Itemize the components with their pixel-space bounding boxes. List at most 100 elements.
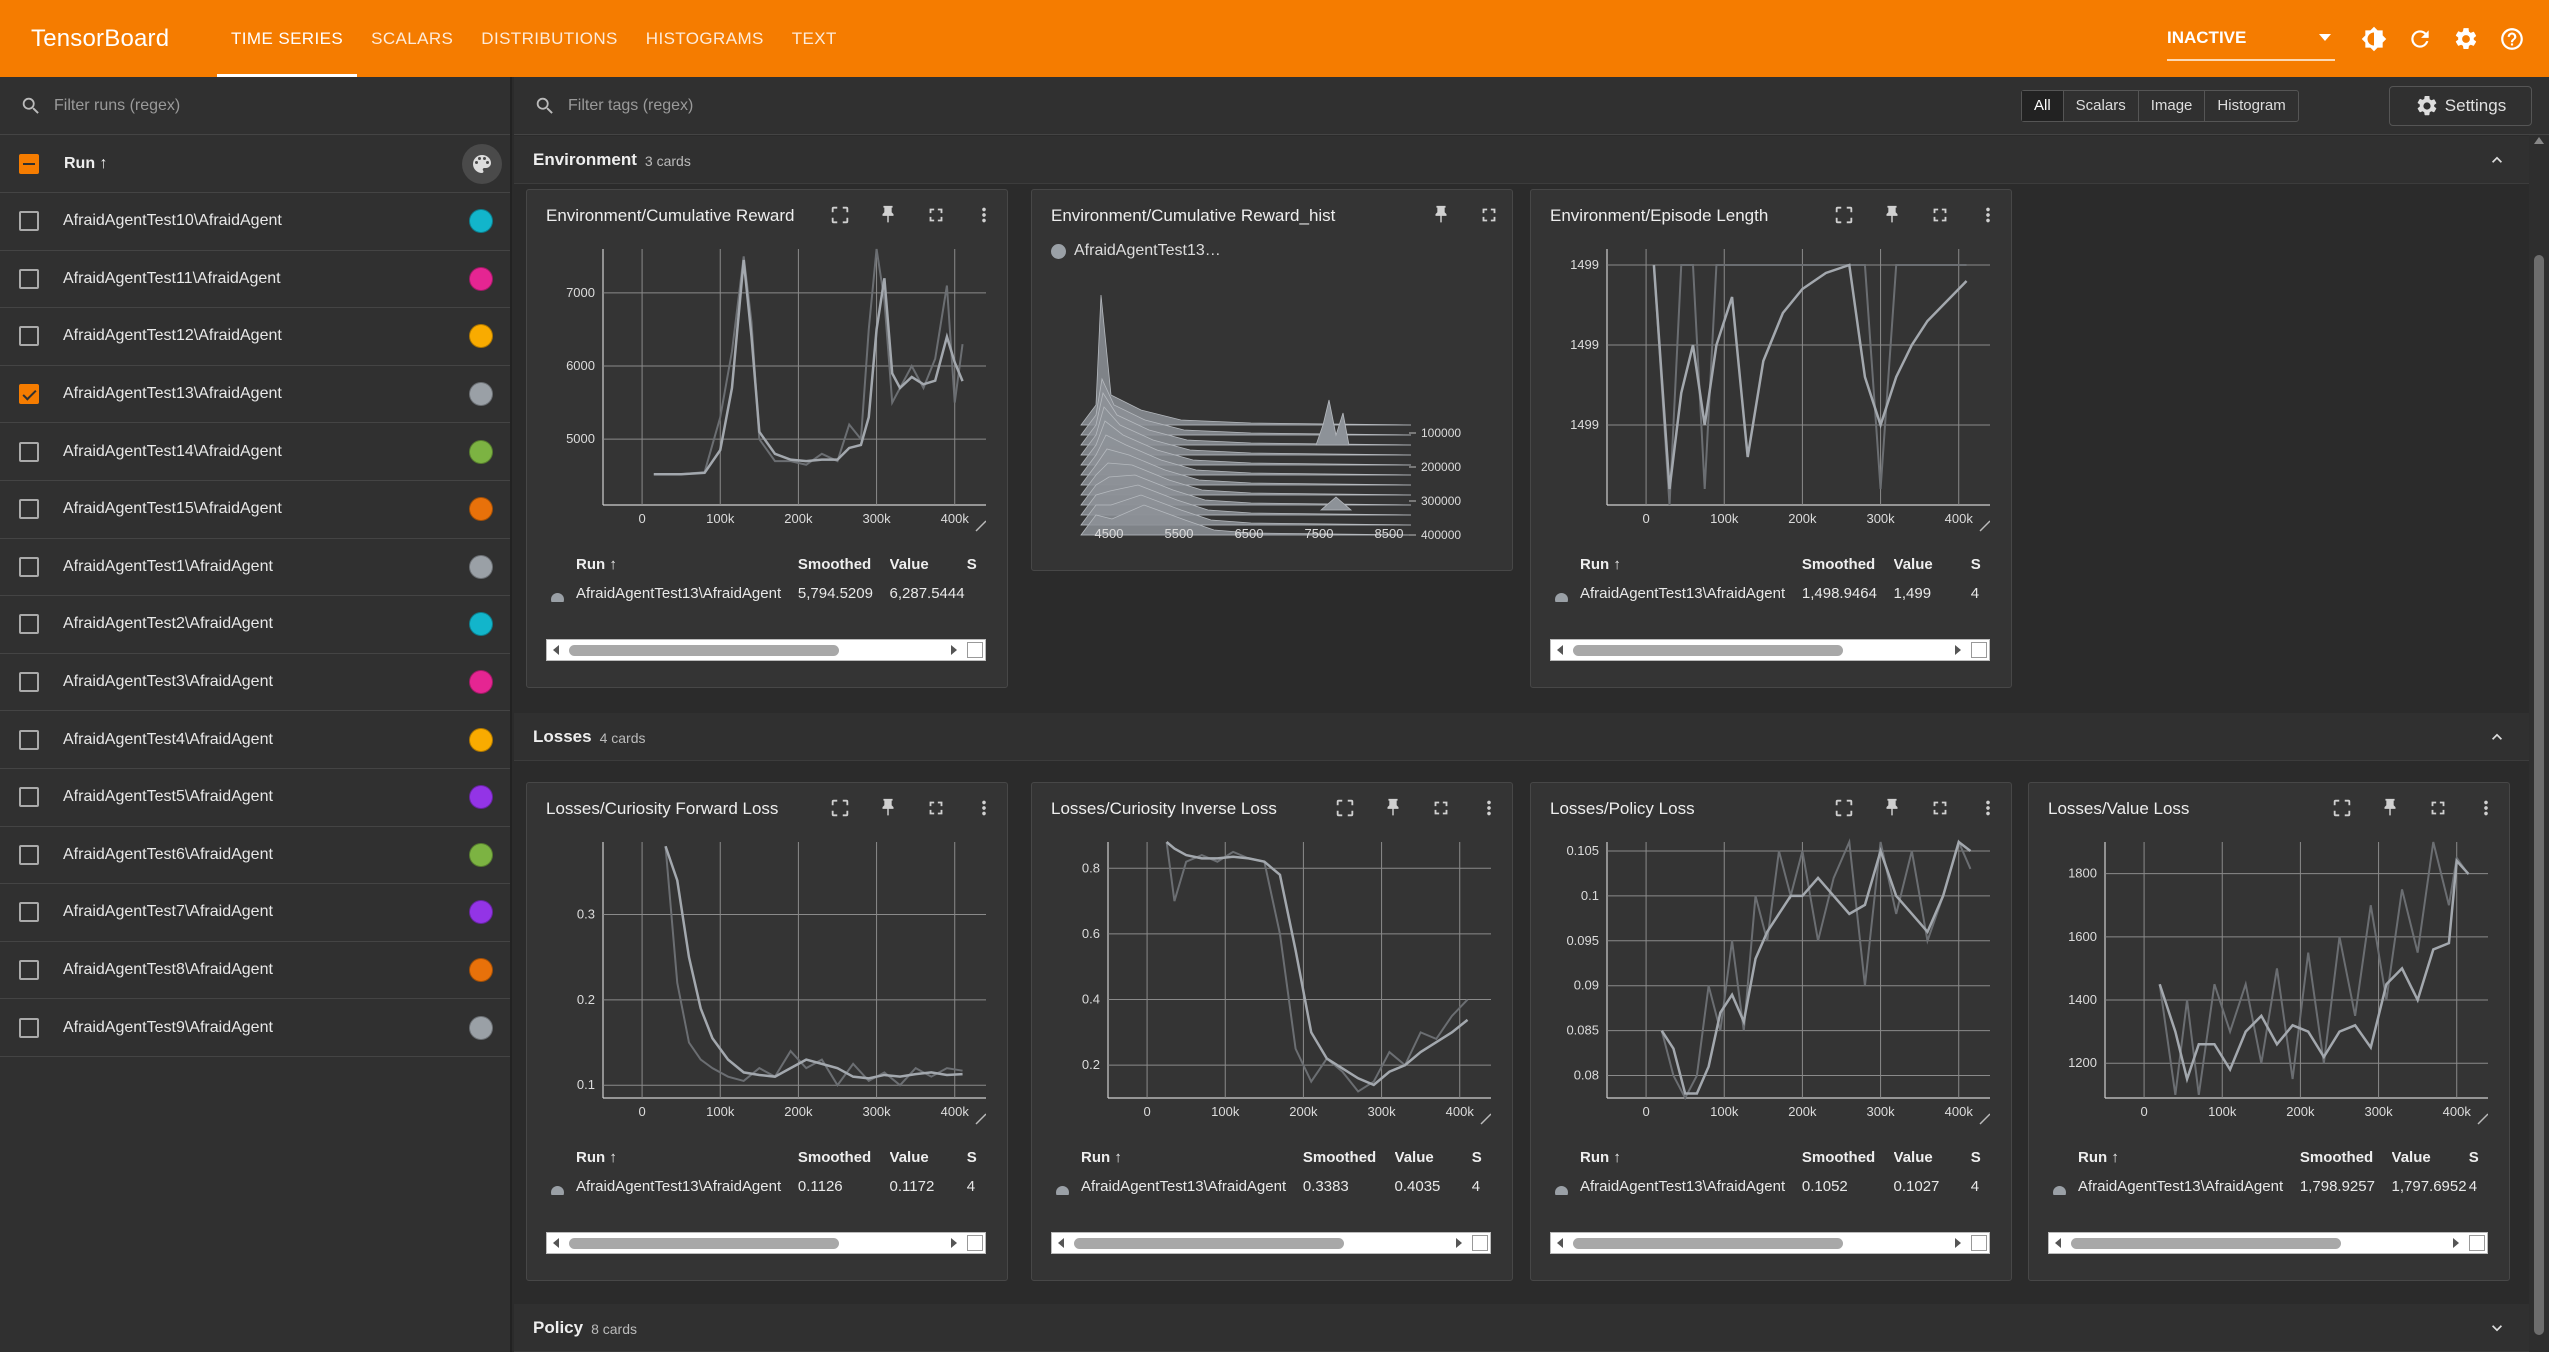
tab-distributions[interactable]: DISTRIBUTIONS: [481, 28, 618, 48]
scrollbar-thumb[interactable]: [2071, 1238, 2341, 1249]
scrollbar-thumb[interactable]: [1573, 1238, 1843, 1249]
filter-all-button[interactable]: All: [2022, 91, 2064, 121]
run-row[interactable]: AfraidAgentTest3\AfraidAgent: [0, 654, 510, 712]
fit-domain-icon[interactable]: [1328, 795, 1362, 821]
table-horizontal-scrollbar[interactable]: [1550, 639, 1990, 661]
fullscreen-icon[interactable]: [1424, 795, 1458, 821]
run-sort-header[interactable]: Run ↑: [64, 154, 108, 172]
scrollbar-thumb[interactable]: [2534, 255, 2544, 1335]
table-horizontal-scrollbar[interactable]: [1051, 1232, 1491, 1254]
resize-handle-icon[interactable]: [967, 1235, 983, 1251]
run-row[interactable]: AfraidAgentTest2\AfraidAgent: [0, 596, 510, 654]
run-checkbox[interactable]: [19, 326, 39, 347]
scroll-left-arrow-icon[interactable]: [2055, 1238, 2061, 1248]
settings-gear-icon[interactable]: [2449, 22, 2483, 56]
run-checkbox[interactable]: [19, 268, 39, 289]
help-icon[interactable]: [2495, 22, 2529, 56]
run-row[interactable]: AfraidAgentTest12\AfraidAgent: [0, 308, 510, 366]
chevron-down-icon[interactable]: [2487, 1318, 2507, 1338]
run-color-swatch[interactable]: [469, 554, 493, 579]
more-vert-icon[interactable]: [1971, 795, 2005, 821]
filter-scalars-button[interactable]: Scalars: [2064, 91, 2139, 121]
fullscreen-icon[interactable]: [919, 202, 953, 228]
run-row[interactable]: AfraidAgentTest9\AfraidAgent: [0, 999, 510, 1057]
run-row[interactable]: AfraidAgentTest1\AfraidAgent: [0, 539, 510, 597]
more-vert-icon[interactable]: [1472, 795, 1506, 821]
run-checkbox[interactable]: [19, 1017, 39, 1038]
run-row[interactable]: AfraidAgentTest14\AfraidAgent: [0, 423, 510, 481]
tab-histograms[interactable]: HISTOGRAMS: [645, 28, 764, 48]
tab-scalars[interactable]: SCALARS: [371, 28, 454, 48]
run-color-swatch[interactable]: [469, 842, 493, 867]
run-color-swatch[interactable]: [469, 612, 493, 637]
resize-handle-icon[interactable]: [2469, 1235, 2485, 1251]
more-vert-icon[interactable]: [1971, 202, 2005, 228]
scroll-left-arrow-icon[interactable]: [1557, 1238, 1563, 1248]
table-horizontal-scrollbar[interactable]: [1550, 1232, 1990, 1254]
table-horizontal-scrollbar[interactable]: [546, 1232, 986, 1254]
fullscreen-icon[interactable]: [1472, 202, 1506, 228]
resize-handle-icon[interactable]: [1472, 1235, 1488, 1251]
pin-icon[interactable]: [1424, 202, 1458, 228]
fit-domain-icon[interactable]: [1827, 795, 1861, 821]
theme-toggle-icon[interactable]: [2357, 22, 2391, 56]
line-chart[interactable]: 0 100k 200k 300k 400k 1499 1499 1499: [1550, 243, 1990, 543]
chevron-up-icon[interactable]: [2487, 150, 2507, 170]
col-run[interactable]: Run ↑: [1081, 1148, 1122, 1166]
select-all-checkbox[interactable]: [19, 153, 39, 174]
scroll-right-arrow-icon[interactable]: [951, 645, 957, 655]
col-run[interactable]: Run ↑: [576, 555, 617, 573]
run-checkbox[interactable]: [19, 499, 39, 520]
more-vert-icon[interactable]: [967, 795, 1001, 821]
run-filter-input[interactable]: [54, 96, 454, 115]
scroll-left-arrow-icon[interactable]: [553, 1238, 559, 1248]
run-row[interactable]: AfraidAgentTest13\AfraidAgent: [0, 366, 510, 424]
chevron-up-icon[interactable]: [2487, 727, 2507, 747]
refresh-icon[interactable]: [2403, 22, 2437, 56]
fullscreen-icon[interactable]: [1923, 202, 1957, 228]
resize-handle-icon[interactable]: [1971, 1235, 1987, 1251]
run-color-swatch[interactable]: [469, 439, 493, 464]
table-horizontal-scrollbar[interactable]: [546, 639, 986, 661]
col-run[interactable]: Run ↑: [1580, 1148, 1621, 1166]
run-color-swatch[interactable]: [469, 785, 493, 810]
run-color-swatch[interactable]: [469, 324, 493, 349]
more-vert-icon[interactable]: [2469, 795, 2503, 821]
col-run[interactable]: Run ↑: [576, 1148, 617, 1166]
pin-icon[interactable]: [1875, 795, 1909, 821]
run-checkbox[interactable]: [19, 672, 39, 693]
run-checkbox[interactable]: [19, 614, 39, 635]
run-checkbox[interactable]: [19, 729, 39, 750]
fullscreen-icon[interactable]: [2421, 795, 2455, 821]
run-checkbox[interactable]: [19, 211, 39, 232]
scroll-up-arrow-icon[interactable]: [2534, 137, 2544, 144]
group-header-policy[interactable]: Policy 8 cards: [514, 1304, 2529, 1352]
run-color-swatch[interactable]: [469, 209, 493, 234]
scrollbar-thumb[interactable]: [569, 1238, 839, 1249]
palette-icon[interactable]: [462, 144, 502, 184]
pin-icon[interactable]: [871, 202, 905, 228]
run-row[interactable]: AfraidAgentTest7\AfraidAgent: [0, 884, 510, 942]
run-checkbox[interactable]: [19, 556, 39, 577]
group-header-losses[interactable]: Losses 4 cards: [514, 713, 2529, 761]
line-chart[interactable]: 0 100k 200k 300k 400k 0.2 0.4 0.6 0.8: [1051, 836, 1491, 1136]
line-chart[interactable]: 0 100k 200k 300k 400k 0.1 0.2 0.3: [546, 836, 986, 1136]
run-checkbox[interactable]: [19, 384, 39, 405]
run-row[interactable]: AfraidAgentTest10\AfraidAgent: [0, 193, 510, 251]
col-run[interactable]: Run ↑: [2078, 1148, 2119, 1166]
run-row[interactable]: AfraidAgentTest11\AfraidAgent: [0, 251, 510, 309]
run-row[interactable]: AfraidAgentTest6\AfraidAgent: [0, 827, 510, 885]
scroll-left-arrow-icon[interactable]: [553, 645, 559, 655]
run-checkbox[interactable]: [19, 787, 39, 808]
filter-image-button[interactable]: Image: [2139, 91, 2206, 121]
run-color-swatch[interactable]: [469, 670, 493, 695]
scrollbar-thumb[interactable]: [569, 645, 839, 656]
tag-filter-input[interactable]: [568, 96, 1268, 115]
run-color-swatch[interactable]: [469, 1015, 493, 1040]
scroll-right-arrow-icon[interactable]: [951, 1238, 957, 1248]
fit-domain-icon[interactable]: [823, 795, 857, 821]
scroll-right-arrow-icon[interactable]: [2453, 1238, 2459, 1248]
filter-histogram-button[interactable]: Histogram: [2217, 97, 2286, 114]
run-color-swatch[interactable]: [469, 497, 493, 522]
run-color-swatch[interactable]: [469, 727, 493, 752]
